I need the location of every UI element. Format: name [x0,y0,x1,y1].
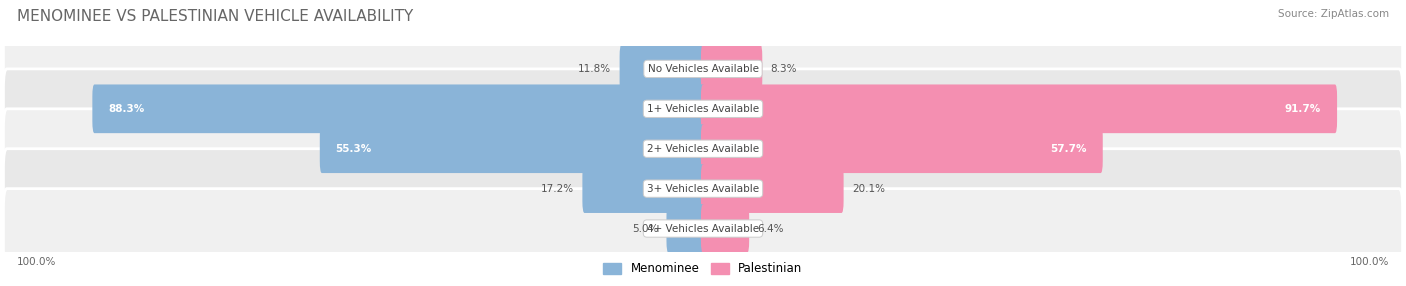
FancyBboxPatch shape [702,124,1102,173]
FancyBboxPatch shape [93,84,704,133]
FancyBboxPatch shape [702,164,844,213]
FancyBboxPatch shape [620,45,704,93]
Text: 2+ Vehicles Available: 2+ Vehicles Available [647,144,759,154]
Text: 55.3%: 55.3% [336,144,373,154]
FancyBboxPatch shape [3,189,1403,269]
Text: 4+ Vehicles Available: 4+ Vehicles Available [647,224,759,234]
FancyBboxPatch shape [3,149,1403,229]
Text: 88.3%: 88.3% [108,104,145,114]
Legend: Menominee, Palestinian: Menominee, Palestinian [599,258,807,280]
Text: 6.4%: 6.4% [758,224,785,234]
Text: 11.8%: 11.8% [578,64,612,74]
Text: 91.7%: 91.7% [1285,104,1322,114]
Text: MENOMINEE VS PALESTINIAN VEHICLE AVAILABILITY: MENOMINEE VS PALESTINIAN VEHICLE AVAILAB… [17,9,413,23]
Text: 3+ Vehicles Available: 3+ Vehicles Available [647,184,759,194]
Text: 57.7%: 57.7% [1050,144,1087,154]
Text: 100.0%: 100.0% [17,257,56,267]
FancyBboxPatch shape [702,45,762,93]
Text: 1+ Vehicles Available: 1+ Vehicles Available [647,104,759,114]
FancyBboxPatch shape [702,84,1337,133]
FancyBboxPatch shape [582,164,704,213]
Text: 5.0%: 5.0% [631,224,658,234]
FancyBboxPatch shape [3,69,1403,149]
FancyBboxPatch shape [319,124,704,173]
Text: 8.3%: 8.3% [770,64,797,74]
Text: 20.1%: 20.1% [852,184,884,194]
FancyBboxPatch shape [3,109,1403,189]
Text: 17.2%: 17.2% [541,184,574,194]
FancyBboxPatch shape [3,29,1403,109]
Text: 100.0%: 100.0% [1350,257,1389,267]
FancyBboxPatch shape [666,204,704,253]
Text: Source: ZipAtlas.com: Source: ZipAtlas.com [1278,9,1389,19]
FancyBboxPatch shape [702,204,749,253]
Text: No Vehicles Available: No Vehicles Available [648,64,758,74]
